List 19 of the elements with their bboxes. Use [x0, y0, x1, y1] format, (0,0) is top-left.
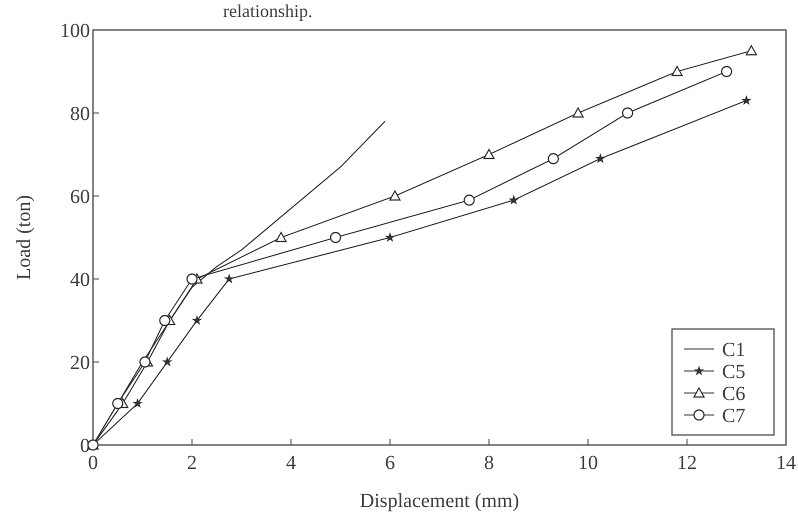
- text: relationship.: [223, 1, 312, 21]
- x-axis-title: Displacement (mm): [360, 490, 520, 512]
- x-tick-label: 4: [286, 452, 296, 474]
- legend-label: C5: [722, 361, 746, 383]
- y-axis-title: Load (ton): [13, 195, 35, 280]
- legend-label: C1: [722, 339, 746, 361]
- y-tick-label: 20: [70, 352, 90, 374]
- y-tick-label: 60: [70, 186, 90, 208]
- legend-label: C6: [722, 383, 746, 405]
- y-tick-label: 80: [70, 103, 90, 125]
- legend-label: C7: [722, 405, 746, 427]
- y-tick-label: 100: [60, 20, 90, 42]
- y-tick-label: 40: [70, 269, 90, 291]
- x-tick-label: 8: [484, 452, 494, 474]
- x-tick-label: 2: [187, 452, 197, 474]
- x-tick-label: 12: [677, 452, 697, 474]
- x-tick-label: 6: [385, 452, 395, 474]
- x-tick-label: 14: [776, 452, 796, 474]
- x-tick-label: 10: [578, 452, 598, 474]
